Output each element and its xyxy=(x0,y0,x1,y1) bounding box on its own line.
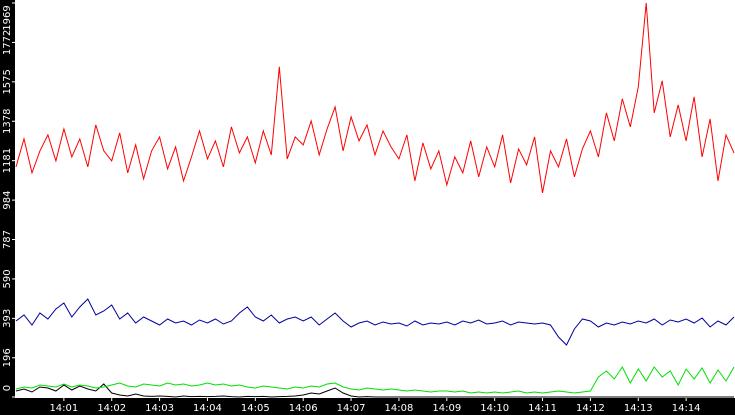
y-tick-label: 787 xyxy=(2,230,13,249)
y-tick-label: 393 xyxy=(2,309,13,328)
x-tick-label: 14:04 xyxy=(193,403,222,414)
series-line xyxy=(15,2,735,193)
y-tick-label: 1575 xyxy=(2,69,13,94)
series-line xyxy=(15,366,735,394)
x-tick-label: 14:07 xyxy=(337,403,366,414)
x-tick-label: 14:01 xyxy=(49,403,78,414)
x-tick-label: 14:02 xyxy=(97,403,126,414)
x-tick-label: 14:11 xyxy=(528,403,557,414)
x-tick-label: 14:12 xyxy=(576,403,605,414)
y-tick-label: 984 xyxy=(2,191,13,210)
x-tick-label: 14:13 xyxy=(624,403,653,414)
y-tick-label: 196 xyxy=(2,348,13,367)
series-line xyxy=(15,298,735,346)
y-tick-label: 0 xyxy=(2,385,13,391)
y-tick-label: 1969 xyxy=(2,5,13,30)
x-tick-label: 14:14 xyxy=(672,403,701,414)
x-tick-label: 14:09 xyxy=(432,403,461,414)
y-tick-label: 1181 xyxy=(2,148,13,173)
x-tick-label: 14:10 xyxy=(480,403,509,414)
y-tick-label: 1772 xyxy=(2,30,13,55)
y-tick-label: 1378 xyxy=(2,109,13,134)
x-axis-strip xyxy=(0,398,735,415)
y-axis-strip xyxy=(0,0,15,415)
x-tick-label: 14:05 xyxy=(241,403,270,414)
series-line xyxy=(15,383,734,398)
y-tick-label: 590 xyxy=(2,269,13,288)
x-tick-label: 14:03 xyxy=(145,403,174,414)
x-tick-label: 14:08 xyxy=(385,403,414,414)
x-tick-label: 14:06 xyxy=(289,403,318,414)
